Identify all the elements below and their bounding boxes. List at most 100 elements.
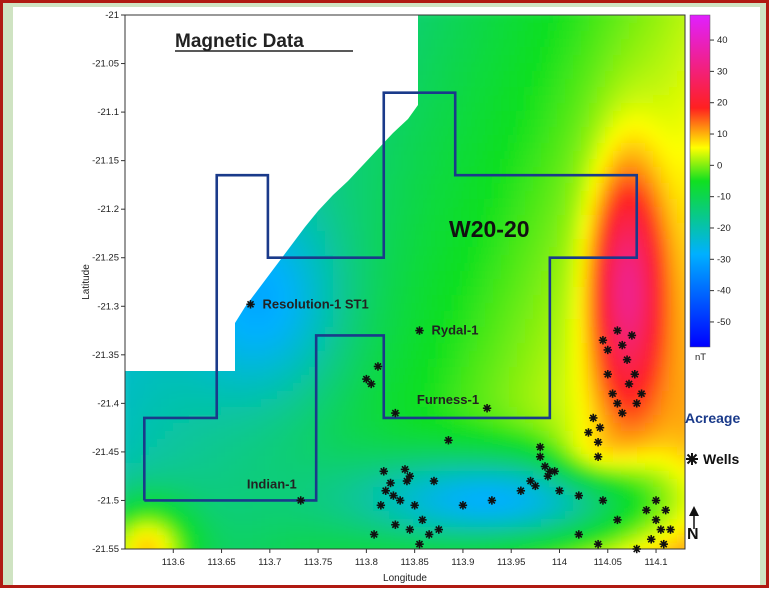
x-tick-label: 113.8 <box>355 557 378 568</box>
colorbar-tick-label: -40 <box>717 286 731 297</box>
colorbar-tick-label: 40 <box>717 35 728 46</box>
well-marker <box>435 525 443 533</box>
slide-content: 113.6 113.65 113.7 113.75 113.8 113.85 113.9 11… <box>13 7 760 585</box>
well-marker <box>374 362 382 370</box>
y-tick: -21.15 <box>92 156 125 167</box>
colorbar-tick: 0 <box>710 160 722 171</box>
x-tick-label: 113.6 <box>162 557 185 568</box>
well-marker <box>401 465 409 473</box>
well-marker <box>647 535 655 543</box>
named-well-marker <box>483 404 491 412</box>
y-tick-label: -21.4 <box>97 398 119 409</box>
legend-well-star-icon <box>686 453 698 465</box>
x-tick: 113.65 <box>207 549 235 568</box>
x-tick: 113.9 <box>451 549 474 568</box>
well-marker <box>633 545 641 553</box>
well-marker <box>604 346 612 354</box>
well-marker <box>637 389 645 397</box>
y-tick-label: -21.2 <box>97 204 119 215</box>
y-tick: -21.05 <box>92 59 125 70</box>
well-marker <box>389 491 397 499</box>
x-tick-label: 114.1 <box>644 557 667 568</box>
well-marker <box>596 423 604 431</box>
y-tick: -21.3 <box>97 301 125 312</box>
y-tick-label: -21.45 <box>92 447 119 458</box>
x-tick-label: 114.05 <box>594 557 622 568</box>
colorbar-tick-label: 10 <box>717 129 728 140</box>
x-tick: 113.6 <box>162 549 185 568</box>
x-tick: 113.8 <box>355 549 378 568</box>
well-marker <box>377 501 385 509</box>
colorbar-tick-label: -20 <box>717 223 731 234</box>
well-label: Resolution-1 ST1 <box>263 296 369 311</box>
x-tick-label: 113.9 <box>451 557 474 568</box>
well-marker <box>618 409 626 417</box>
colorbar-tick: 10 <box>710 129 728 140</box>
colorbar-tick: 20 <box>710 98 728 109</box>
well-marker <box>444 436 452 444</box>
colorbar-unit: nT <box>695 352 706 363</box>
y-tick-label: -21.3 <box>97 301 119 312</box>
colorbar-tick: -10 <box>710 192 731 203</box>
well-marker <box>657 525 665 533</box>
well-marker <box>575 491 583 499</box>
colorbar-tick-label: 0 <box>717 160 722 171</box>
x-axis-label: Longitude <box>383 573 427 584</box>
x-tick: 114.1 <box>644 549 667 568</box>
x-tick-label: 113.65 <box>207 557 235 568</box>
y-tick: -21.35 <box>92 350 125 361</box>
well-marker <box>660 540 668 548</box>
x-tick-label: 114 <box>552 557 567 568</box>
well-marker <box>628 331 636 339</box>
well-marker <box>386 479 394 487</box>
colorbar-tick: -30 <box>710 254 731 265</box>
well-label: Rydal-1 <box>431 323 478 338</box>
well-marker <box>652 496 660 504</box>
well-marker <box>623 355 631 363</box>
well-marker <box>613 326 621 334</box>
colorbar-tick: -50 <box>710 317 731 328</box>
y-tick: -21 <box>105 10 125 21</box>
y-tick: -21.25 <box>92 253 125 264</box>
named-well-marker <box>297 496 305 504</box>
colorbar-tick: -20 <box>710 223 731 234</box>
well-marker <box>555 487 563 495</box>
y-tick: -21.4 <box>97 398 125 409</box>
well-marker <box>599 336 607 344</box>
well-marker <box>536 453 544 461</box>
well-marker <box>381 487 389 495</box>
y-tick-label: -21 <box>105 10 119 21</box>
well-marker <box>536 443 544 451</box>
well-marker <box>531 482 539 490</box>
y-tick-label: -21.1 <box>97 107 119 118</box>
x-tick: 114 <box>552 549 567 568</box>
colorbar-tick: 30 <box>710 66 728 77</box>
magnetic-field-layer <box>117 7 694 560</box>
well-marker <box>488 496 496 504</box>
acreage-block-label: W20-20 <box>449 216 530 242</box>
well-marker <box>618 341 626 349</box>
well-marker <box>396 496 404 504</box>
well-marker <box>517 487 525 495</box>
well-marker <box>594 540 602 548</box>
colorbar-tick-label: 30 <box>717 66 728 77</box>
x-tick-label: 113.75 <box>304 557 332 568</box>
well-marker <box>652 516 660 524</box>
well-label: Furness-1 <box>417 392 479 407</box>
well-marker <box>594 438 602 446</box>
y-tick: -21.5 <box>97 495 125 506</box>
well-marker <box>625 380 633 388</box>
y-tick: -21.55 <box>92 544 125 555</box>
well-marker <box>608 389 616 397</box>
well-marker <box>589 414 597 422</box>
chart-title: Magnetic Data <box>175 31 304 52</box>
x-tick-label: 113.7 <box>258 557 281 568</box>
x-tick: 113.85 <box>400 549 428 568</box>
well-marker <box>430 477 438 485</box>
legend-wells-label: Wells <box>703 451 740 467</box>
well-marker <box>599 496 607 504</box>
y-tick-label: -21.5 <box>97 495 119 506</box>
well-marker <box>406 525 414 533</box>
well-marker <box>661 506 669 514</box>
colorbar <box>690 15 710 347</box>
